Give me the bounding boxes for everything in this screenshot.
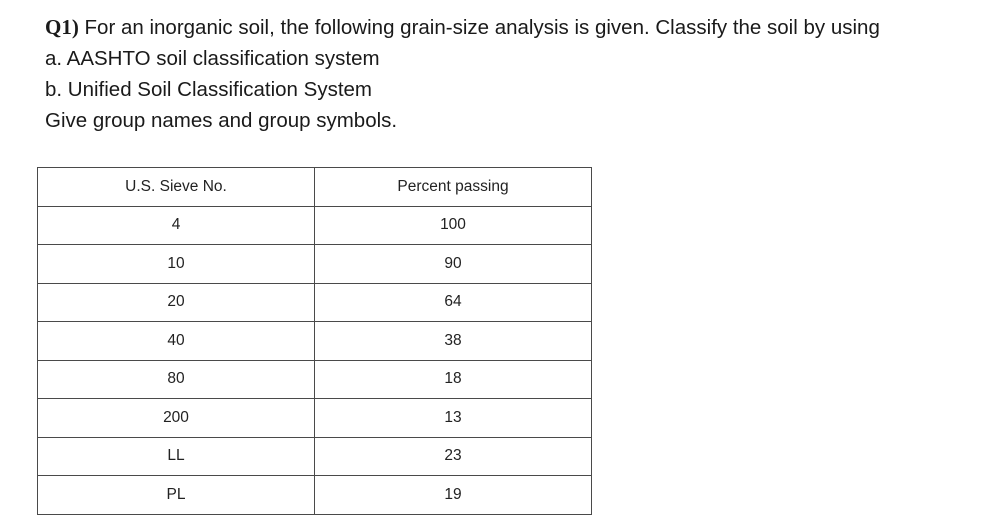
column-header-sieve-no: U.S. Sieve No.: [37, 167, 315, 207]
table-row: LL 23: [37, 436, 592, 476]
column-header-percent-passing: Percent passing: [314, 167, 592, 207]
table-row: 4 100: [37, 205, 592, 245]
percent-cell: 38: [314, 321, 592, 361]
table-row: PL 19: [37, 475, 592, 515]
sieve-cell: LL: [37, 436, 315, 476]
grain-size-table: U.S. Sieve No. Percent passing 4 100 10 …: [37, 167, 592, 515]
sieve-cell: PL: [37, 475, 315, 515]
sieve-cell: 200: [37, 398, 315, 438]
sieve-cell: 20: [37, 282, 315, 322]
percent-cell: 64: [314, 282, 592, 322]
percent-cell: 13: [314, 398, 592, 438]
sieve-cell: 4: [37, 205, 315, 245]
question-text: For an inorganic soil, the following gra…: [78, 16, 880, 39]
table-header-row: U.S. Sieve No. Percent passing: [37, 167, 592, 207]
percent-cell: 23: [314, 436, 592, 476]
question-line: Q1) For an inorganic soil, the following…: [45, 12, 975, 43]
sieve-cell: 80: [37, 359, 315, 399]
sieve-cell: 10: [37, 244, 315, 284]
percent-cell: 100: [314, 205, 592, 245]
sieve-cell: 40: [37, 321, 315, 361]
table-row: 200 13: [37, 398, 592, 438]
table-row: 40 38: [37, 321, 592, 361]
question-item-b: b. Unified Soil Classification System: [45, 78, 372, 101]
table-row: 80 18: [37, 359, 592, 399]
question-number: Q1): [45, 15, 79, 39]
percent-cell: 90: [314, 244, 592, 284]
question-instruction: Give group names and group symbols.: [45, 109, 398, 132]
question-block: Q1) For an inorganic soil, the following…: [45, 12, 975, 136]
percent-cell: 18: [314, 359, 592, 399]
question-item-a: a. AASHTO soil classification system: [45, 47, 380, 70]
table-row: 20 64: [37, 282, 592, 322]
table-row: 10 90: [37, 244, 592, 284]
percent-cell: 19: [314, 475, 592, 515]
